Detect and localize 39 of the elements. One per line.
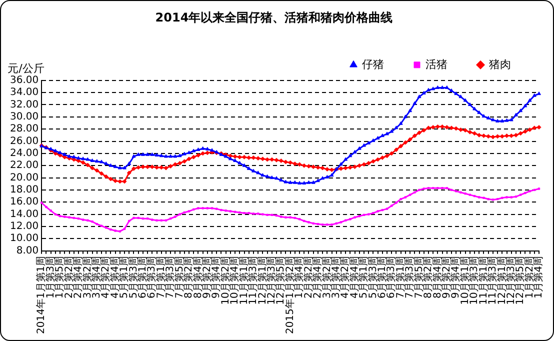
y-tick-label: 22.00	[10, 160, 39, 172]
y-tick-label: 28.00	[10, 124, 39, 135]
x-tick-label: 1月第2周	[523, 256, 536, 299]
x-tick-label: 11月第1周	[477, 256, 490, 305]
x-tick-label: 11月第1周	[238, 256, 250, 305]
y-tick-label: 26.00	[10, 136, 39, 147]
y-tick-label: 12.00	[10, 221, 39, 232]
x-tick-label: 2月第2周	[62, 256, 75, 299]
x-tick-label: 4月第4周	[108, 256, 121, 299]
legend-label: 活猪	[426, 58, 448, 71]
x-tick-label: 5月第3周	[366, 256, 379, 299]
x-tick-label: 1月第4周	[532, 256, 545, 299]
y-tick-label: 8.00	[16, 245, 39, 256]
x-tick-label: 7月第5周	[173, 256, 186, 299]
chart-title: 2014年以来全国仔猪、活猪和猪肉价格曲线	[155, 10, 393, 24]
y-tick-label: 36.00	[10, 74, 39, 86]
y-tick-label: 10.00	[10, 233, 39, 244]
y-tick-label: 32.00	[10, 99, 39, 110]
x-tick-label: 5月第3周	[127, 256, 140, 299]
x-tick-label: 10月第1周	[458, 256, 471, 305]
x-tick-label: 10月第2周	[219, 256, 232, 305]
x-tick-label: 7月第1周	[154, 256, 167, 299]
y-tick-label: 14.00	[10, 208, 39, 220]
x-tick-label: 2015年1月第2周	[284, 256, 296, 334]
y-tick-label: 20.00	[10, 172, 39, 184]
y-tick-label: 18.00	[10, 184, 39, 196]
x-tick-label: 2月第2周	[302, 256, 314, 299]
legend-label: 仔猪	[362, 58, 384, 71]
x-tick-label: 1月第3周	[44, 256, 56, 299]
y-tick-label: 34.00	[10, 87, 39, 98]
y-tick-label: 30.00	[10, 112, 39, 123]
y-axis-title: 元/公斤	[8, 62, 44, 75]
x-tick-label: 8月第4周	[192, 256, 204, 299]
x-tick-label: 7月第5周	[412, 256, 425, 299]
legend-label: 猪肉	[489, 58, 511, 71]
y-tick-label: 16.00	[10, 196, 39, 208]
y-tick-label: 24.00	[10, 148, 39, 160]
x-tick-label: 4月第4周	[348, 256, 360, 299]
x-tick-label: 7月第1周	[394, 256, 406, 299]
